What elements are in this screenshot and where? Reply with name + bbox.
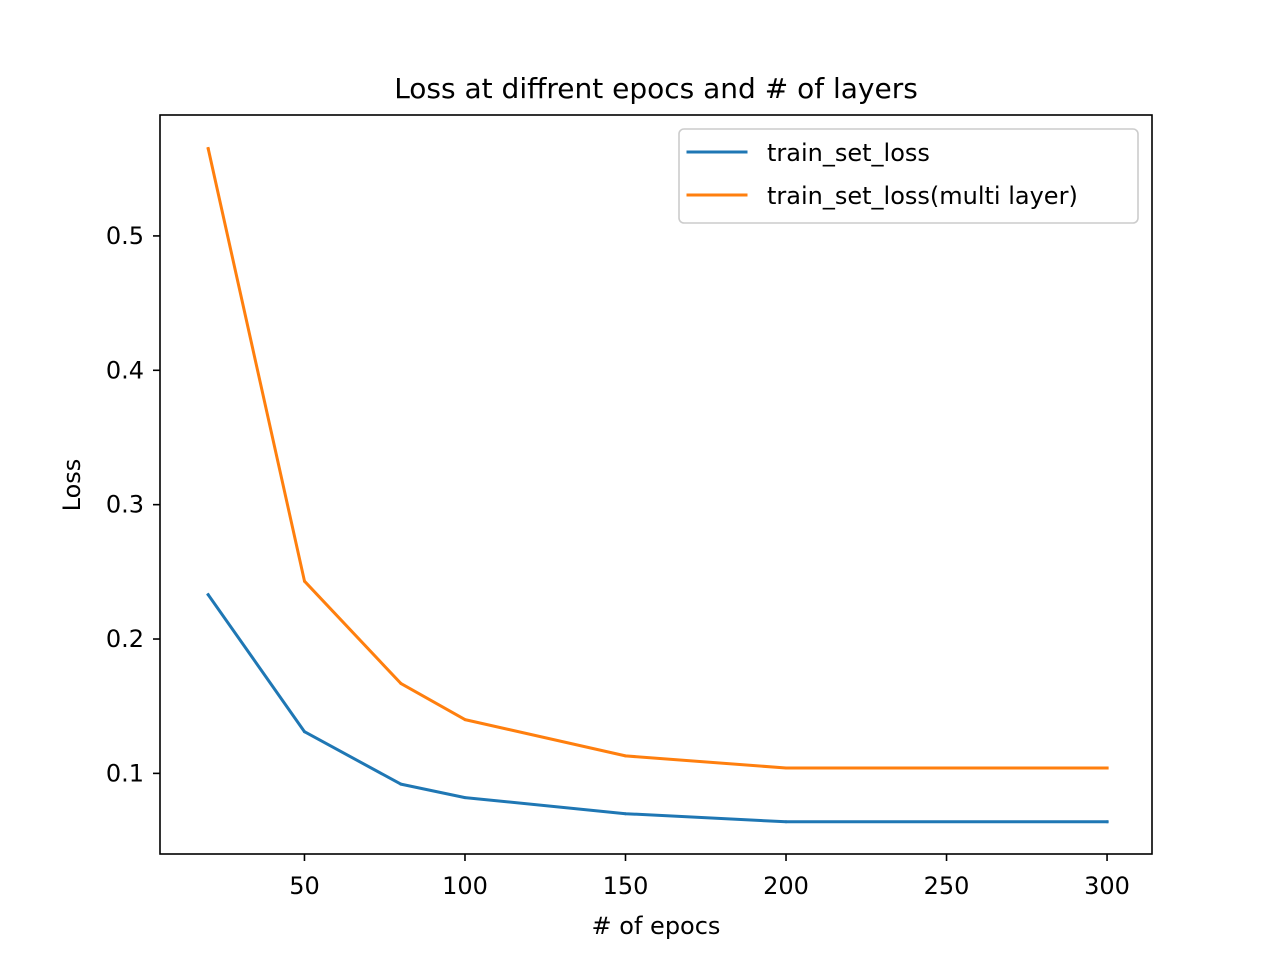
data-point-0-0 — [206, 593, 210, 597]
data-point-0-4 — [624, 812, 627, 816]
y-tick-label: 0.5 — [106, 222, 144, 250]
data-point-1-2 — [399, 681, 403, 685]
x-tick-label: 100 — [442, 872, 488, 900]
x-tick-label: 200 — [763, 872, 809, 900]
series-layer — [206, 146, 1109, 824]
y-tick-label: 0.3 — [106, 491, 144, 519]
x-tick-label: 300 — [1084, 872, 1130, 900]
data-point-1-1 — [303, 579, 306, 583]
x-tick-label: 250 — [924, 872, 970, 900]
data-point-1-4 — [624, 754, 627, 758]
y-tick-label: 0.4 — [106, 356, 144, 384]
x-tick-label: 150 — [603, 872, 649, 900]
data-point-0-5 — [784, 820, 788, 824]
legend-box — [678, 128, 1139, 224]
data-point-0-3 — [463, 796, 467, 800]
legend-label-train-set-loss: train_set_loss — [767, 139, 930, 167]
plot-area — [159, 114, 1153, 855]
y-tick-label: 0.1 — [106, 759, 144, 787]
plot-background — [160, 115, 1152, 854]
legend-label-train-set-loss-multi-layer: train_set_loss(multi layer) — [767, 182, 1078, 210]
data-point-0-6 — [1105, 820, 1109, 824]
legend: train_set_loss train_set_loss(multi laye… — [678, 128, 1139, 224]
data-point-1-5 — [784, 766, 788, 770]
chart-title: Loss at diffrent epocs and # of layers — [394, 72, 918, 105]
data-point-0-1 — [303, 730, 306, 734]
data-point-1-6 — [1105, 766, 1109, 770]
y-tick-label: 0.2 — [106, 625, 144, 653]
data-point-1-3 — [463, 718, 467, 722]
y-axis-label: Loss — [58, 459, 86, 512]
x-axis-label: # of epocs — [592, 912, 721, 940]
x-tick-label: 50 — [289, 872, 320, 900]
x-axis: 50 100 150 200 250 300 — [289, 854, 1130, 900]
plot-frame — [159, 114, 1153, 855]
data-point-1-0 — [206, 147, 210, 151]
data-point-0-2 — [399, 782, 403, 786]
y-axis: 0.1 0.2 0.3 0.4 0.5 — [106, 222, 160, 787]
